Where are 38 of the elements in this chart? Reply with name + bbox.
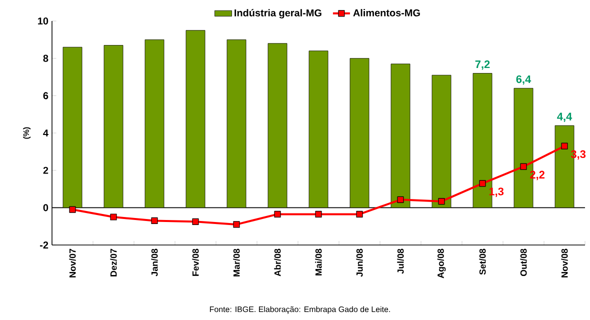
point: [479, 180, 486, 187]
x-tick-label: Mai/08: [315, 248, 322, 276]
point: [561, 142, 568, 150]
x-tick-label: Mar/08: [233, 248, 240, 276]
data-label: 6,4: [516, 75, 532, 85]
y-tick-label: 6: [43, 92, 48, 100]
point: [274, 210, 281, 218]
data-label: 4,4: [557, 112, 572, 122]
x-tick-label: Ago/08: [437, 248, 446, 278]
y-tick-label: 8: [43, 54, 48, 62]
y-tick-label: -2: [40, 242, 48, 248]
point: [315, 210, 322, 218]
legend-label: Alimentos-MG: [353, 9, 420, 16]
y-tick-label: 0: [43, 204, 48, 212]
x-tick-label: Jun/08: [356, 248, 363, 277]
point: [233, 221, 240, 228]
x-tick-label: Dez/07: [110, 248, 117, 276]
point: [356, 210, 363, 218]
data-label: 7,2: [475, 60, 490, 70]
x-tick-label: Out/08: [520, 248, 527, 276]
point: [397, 196, 404, 203]
point: [69, 206, 76, 213]
x-tick-label: Abr/08: [274, 248, 281, 276]
y-tick-label: 10: [38, 17, 48, 25]
point: [520, 163, 527, 170]
x-tick-label: Nov/08: [561, 248, 568, 278]
point: [192, 218, 199, 225]
y-tick-label: 2: [43, 166, 48, 174]
point: [151, 217, 158, 224]
x-tick-label: Jan/08: [151, 248, 158, 276]
x-tick-label: Jul/08: [397, 248, 404, 274]
y-tick-label: 4: [43, 130, 48, 136]
point: [438, 198, 445, 205]
x-tick-label: Set/08: [479, 248, 486, 275]
point: [110, 214, 117, 220]
x-tick-label: Nov/07: [69, 248, 76, 278]
x-tick-label: Fev/08: [192, 248, 199, 276]
legend-label: Indústria geral-MG: [234, 9, 322, 18]
